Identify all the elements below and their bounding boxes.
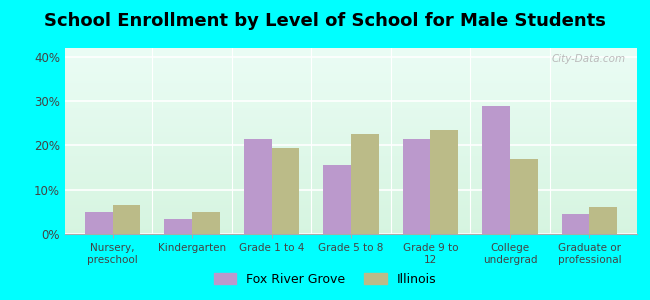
Bar	[323, 165, 351, 234]
Bar	[272, 148, 300, 234]
Bar	[164, 218, 192, 234]
Bar	[244, 139, 272, 234]
Bar	[562, 214, 590, 234]
Bar	[482, 106, 510, 234]
Bar	[85, 212, 112, 234]
Bar	[112, 205, 140, 234]
Bar	[510, 159, 538, 234]
Legend: Fox River Grove, Illinois: Fox River Grove, Illinois	[209, 268, 441, 291]
Bar	[402, 139, 430, 234]
Text: City-Data.com: City-Data.com	[551, 54, 625, 64]
Bar	[351, 134, 379, 234]
Bar	[430, 130, 458, 234]
Text: School Enrollment by Level of School for Male Students: School Enrollment by Level of School for…	[44, 12, 606, 30]
Bar	[590, 207, 617, 234]
Bar	[192, 212, 220, 234]
